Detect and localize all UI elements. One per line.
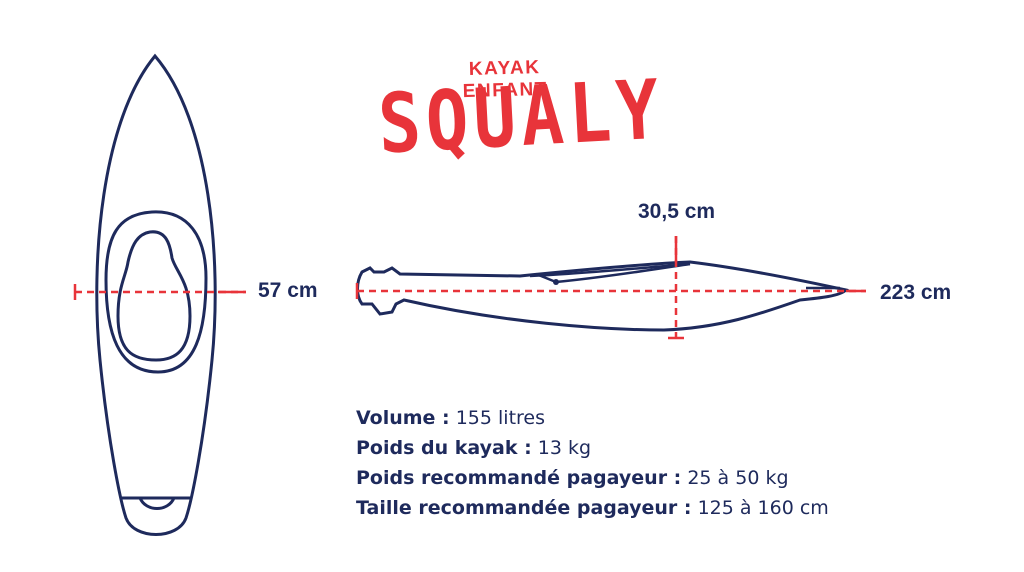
cockpit-opening (116, 230, 192, 362)
spec-row-volume: Volume : 155 litres (356, 403, 829, 433)
cockpit-rim (104, 210, 208, 374)
spec-label: Volume : (356, 407, 450, 429)
spec-value: 25 à 50 kg (687, 467, 789, 489)
spec-row-paddler-height: Taille recommandée pagayeur : 125 à 160 … (356, 493, 829, 523)
spec-row-paddler-weight: Poids recommandé pagayeur : 25 à 50 kg (356, 463, 829, 493)
spec-value: 125 à 160 cm (697, 497, 829, 519)
spec-list: Volume : 155 litres Poids du kayak : 13 … (356, 403, 829, 523)
width-label: 57 cm (258, 279, 318, 302)
spec-label: Poids recommandé pagayeur : (356, 467, 682, 489)
stern-detail (122, 496, 190, 510)
side-view-cockpit (535, 262, 691, 284)
top-view-hull-outline (95, 53, 217, 536)
spec-label: Poids du kayak : (356, 437, 532, 459)
spec-row-weight: Poids du kayak : 13 kg (356, 433, 829, 463)
spec-value: 155 litres (455, 407, 545, 429)
height-label: 30,5 cm (638, 200, 716, 223)
length-label: 223 cm (880, 281, 952, 304)
side-view-deck-line (529, 262, 691, 278)
kayak-title: SQUALY (375, 62, 667, 173)
spec-value: 13 kg (537, 437, 592, 459)
side-view-fitting (553, 279, 559, 285)
spec-label: Taille recommandée pagayeur : (356, 497, 692, 519)
side-view-hull-outline (356, 260, 850, 332)
